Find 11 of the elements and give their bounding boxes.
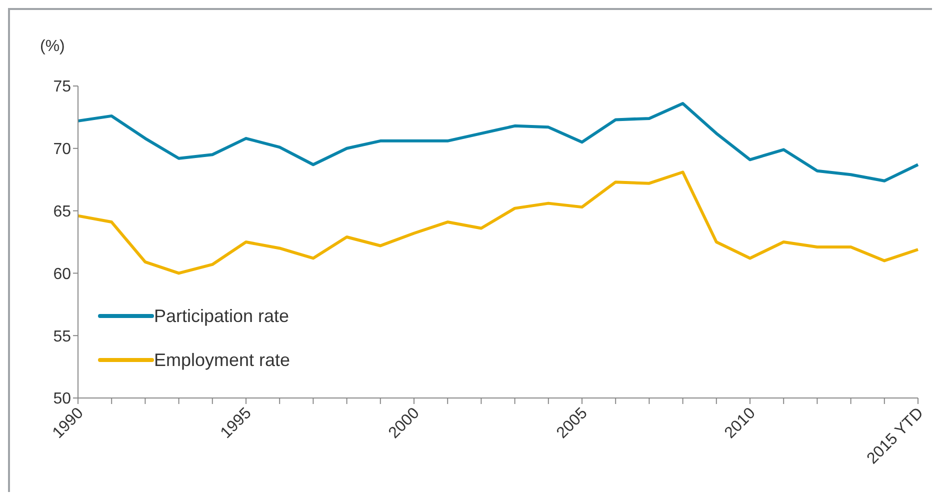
y-tick-label: 60	[53, 266, 72, 283]
y-tick-label: 65	[53, 203, 72, 220]
y-tick-label: 55	[53, 328, 72, 346]
y-tick-label: 70	[53, 141, 72, 158]
y-tick-label: 50	[53, 390, 72, 408]
legend-label: Employment rate	[154, 350, 290, 370]
line-series	[76, 170, 920, 275]
line-series	[76, 102, 920, 182]
y-axis-title: (%)	[40, 38, 65, 56]
legend-label: Participation rate	[154, 306, 290, 326]
y-tick-label: 75	[53, 78, 72, 96]
